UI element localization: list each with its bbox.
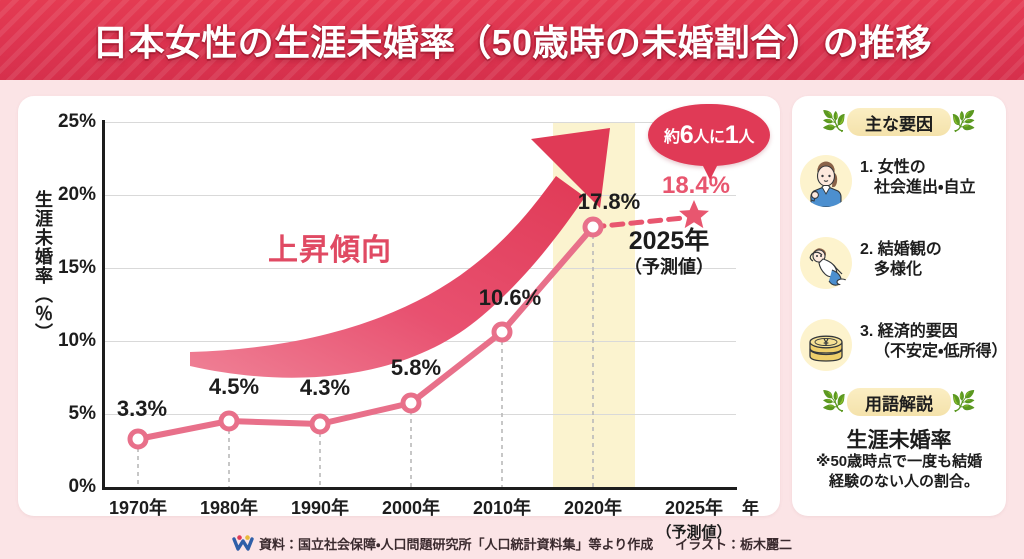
forecast-caption: 2025年 （予測値） [594, 227, 744, 277]
data-label-1990: 4.3% [299, 375, 351, 400]
badge-prefix: 約 [663, 128, 680, 146]
data-label-1970: 3.3% [116, 396, 168, 421]
y-axis-title: 生涯未婚率（％） [33, 190, 53, 342]
ratio-badge: 約6人に1人 [648, 104, 770, 166]
businesswoman-icon [800, 155, 852, 207]
svg-text:¥: ¥ [823, 338, 829, 349]
factor-1-line2: 社会進出・自立 [874, 179, 976, 197]
glossary-note-line1: ※50歳時点で一度も結婚 [815, 453, 983, 470]
x-tick-1990: 1990年 [290, 498, 350, 518]
x-tick-2000: 2000年 [381, 498, 441, 518]
x-tick-1970: 1970年 [108, 498, 168, 518]
x-tick-2025: 2025年 （予測値） [656, 494, 731, 542]
factor-2-line2: 多様化 [874, 261, 923, 279]
x-axis-line [102, 487, 737, 490]
laurel-left-icon-2: 🌿 [822, 391, 847, 413]
y-axis-line [102, 120, 105, 490]
data-label-2020: 17.8% [577, 189, 641, 214]
badge-num-1: 1 [724, 120, 739, 149]
forecast-year: 2025年 [628, 227, 710, 255]
w-logo-icon [232, 535, 254, 551]
relaxing-woman-icon [800, 237, 852, 289]
factor-2-text: 2. 結婚観の 多様化 [860, 237, 942, 281]
x-tick-2010: 2010年 [472, 498, 532, 518]
factor-item-1: 1. 女性の 社会進出・自立 [800, 155, 975, 207]
x-tick-2025-year: 2025年 [664, 498, 724, 518]
badge-suffix: 人 [738, 128, 755, 146]
yen-coins-icon: ¥ [800, 319, 852, 371]
header-banner: 日本女性の生涯未婚率（50歳時の未婚割合）の推移 [0, 0, 1024, 80]
factor-item-2: 2. 結婚観の 多様化 [800, 237, 942, 289]
badge-num-6: 6 [679, 120, 694, 149]
factor-1-line1: 1. 女性の [860, 159, 926, 176]
data-label-2000: 5.8% [390, 355, 442, 380]
data-label-2010: 10.6% [478, 285, 542, 310]
forecast-note: （予測値） [624, 256, 714, 277]
y-tick-25: 25% [57, 111, 96, 132]
laurel-right-icon: 🌿 [951, 111, 976, 133]
laurel-right-icon-2: 🌿 [951, 391, 976, 413]
badge-mid: 人に [693, 128, 725, 146]
footer: 資料：国立社会保障・人口問題研究所「人口統計資料集」等より作成 イラスト：栃木麗… [0, 527, 1024, 559]
gridline-25 [103, 122, 736, 123]
data-label-1980: 4.5% [208, 374, 260, 399]
chart-card [18, 96, 780, 516]
y-tick-5: 5% [68, 403, 96, 424]
factor-item-3: ¥ 3. 経済的要因 （不安定・低所得） [800, 319, 1007, 371]
glossary-note: ※50歳時点で一度も結婚 経験のない人の割合。 [792, 452, 1006, 491]
x-axis-unit: 年 [742, 499, 759, 518]
factor-3-line2: （不安定・低所得） [874, 343, 1008, 361]
factor-3-text: 3. 経済的要因 （不安定・低所得） [860, 319, 1007, 363]
glossary-heading-label: 用語解説 [847, 388, 951, 416]
gridline-10 [103, 341, 736, 342]
factor-1-text: 1. 女性の 社会進出・自立 [860, 155, 975, 199]
x-tick-2025-note: （予測値） [656, 524, 732, 541]
x-tick-1980: 1980年 [199, 498, 259, 518]
laurel-left-icon: 🌿 [822, 111, 847, 133]
glossary-heading-ribbon: 🌿 用語解説 🌿 [792, 388, 1006, 416]
factors-heading-label: 主な要因 [847, 108, 951, 136]
gridline-20 [103, 195, 736, 196]
trend-annotation: 上昇傾向 [268, 234, 392, 267]
y-tick-0: 0% [68, 476, 96, 497]
footer-credit: イラスト：栃木麗二 [675, 536, 792, 552]
y-axis-ticks: 25% 20% 15% 10% 5% 0% [26, 0, 96, 559]
factor-3-line1: 3. 経済的要因 [860, 323, 958, 340]
footer-source: 資料：国立社会保障・人口問題研究所「人口統計資料集」等より作成 [259, 536, 654, 552]
forecast-band [553, 122, 635, 488]
y-tick-10: 10% [57, 330, 96, 351]
ratio-badge-tail [699, 158, 721, 180]
y-tick-20: 20% [57, 184, 96, 205]
factors-heading-ribbon: 🌿 主な要因 🌿 [792, 108, 1006, 136]
glossary-term: 生涯未婚率 [846, 429, 952, 452]
page-title: 日本女性の生涯未婚率（50歳時の未婚割合）の推移 [92, 22, 932, 63]
x-tick-2020: 2020年 [563, 498, 623, 518]
glossary-note-line2: 経験のない人の割合。 [828, 472, 979, 490]
gridline-5 [103, 414, 736, 415]
y-tick-15: 15% [57, 257, 96, 278]
ratio-badge-text: 約6人に1人 [664, 121, 754, 150]
factor-2-line1: 2. 結婚観の [860, 241, 942, 258]
